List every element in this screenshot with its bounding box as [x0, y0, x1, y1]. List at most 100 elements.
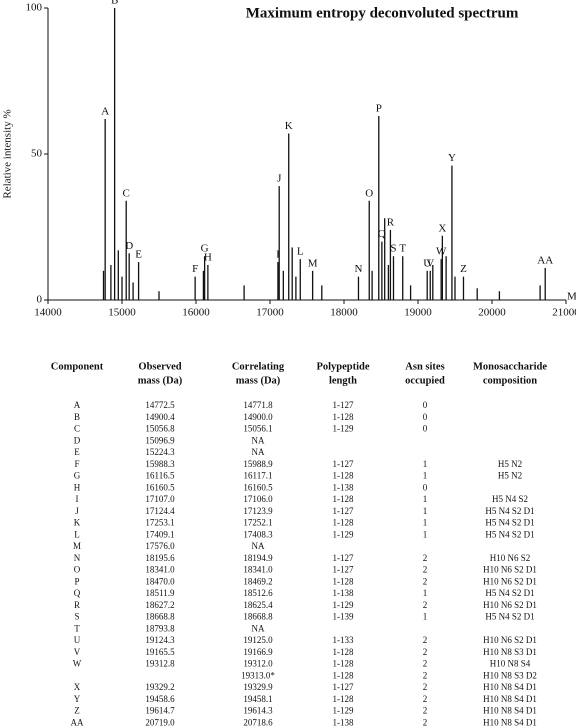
peak-label: A	[101, 105, 109, 117]
table-cell: 14900.0	[243, 412, 273, 422]
table-cell: 1-128	[333, 647, 354, 657]
peak-label: N	[354, 263, 362, 275]
table-cell: 2	[423, 694, 428, 704]
table-cell: 15096.9	[145, 435, 175, 445]
table-cell: 1-128	[333, 694, 354, 704]
peak-label: W	[436, 246, 447, 258]
table-cell: D	[74, 435, 81, 445]
table-cell: W	[73, 659, 82, 669]
table-cell: 15224.3	[145, 447, 175, 457]
table-cell: T	[74, 623, 80, 633]
table-cell: 19312.0	[243, 659, 273, 669]
column-header: Monosaccharide	[473, 361, 547, 372]
table-cell: S	[74, 612, 79, 622]
table-cell: 1	[423, 459, 428, 469]
table-cell: 1-127	[333, 506, 354, 516]
table-cell: 1	[423, 471, 428, 481]
table-cell: H10 N8 S4 D1	[483, 682, 537, 692]
peak-label: U	[423, 257, 431, 269]
table-cell: 19614.7	[145, 706, 175, 716]
table-cell: 2	[423, 553, 428, 563]
table-cell: 1-127	[333, 553, 354, 563]
x-tick-label: 15000	[108, 307, 136, 319]
table-cell: 17253.1	[145, 518, 174, 528]
column-header: Polypeptide	[316, 361, 369, 372]
table-cell: 2	[423, 565, 428, 575]
table-cell: 17252.1	[243, 518, 272, 528]
table-cell: U	[74, 635, 81, 645]
column-header: Asn sites	[405, 361, 444, 372]
table-cell: NA	[252, 435, 265, 445]
table-cell: 14771.8	[243, 400, 273, 410]
peak-label: P	[376, 103, 382, 115]
table-cell: H5 N2	[498, 471, 522, 481]
table-cell: H10 N8 S4	[490, 659, 531, 669]
table-cell: 18470.0	[145, 576, 175, 586]
table-cell: 2	[423, 659, 428, 669]
table-cell: 17106.0	[243, 494, 273, 504]
table-cell: 15056.1	[243, 424, 272, 434]
table-cell: 18512.6	[243, 588, 273, 598]
table-cell: 1-138	[333, 717, 354, 727]
x-tick-label: 16000	[182, 307, 210, 319]
table-cell: AA	[71, 717, 84, 727]
table-cell: NA	[252, 623, 265, 633]
peak-label: F	[192, 263, 198, 275]
table-cell: NA	[252, 541, 265, 551]
table-cell: V	[74, 647, 81, 657]
table-cell: 1-138	[333, 482, 354, 492]
peak-label: S	[390, 243, 396, 255]
table-cell: 16160.5	[243, 482, 273, 492]
column-header: length	[329, 375, 357, 386]
column-header: mass (Da)	[236, 375, 281, 386]
table-cell: H5 N4 S2 D1	[485, 588, 534, 598]
table-cell: 1-127	[333, 459, 354, 469]
table-cell: H5 N4 S2	[492, 494, 528, 504]
table-cell: 1-128	[333, 518, 354, 528]
table-cell: 18627.2	[145, 600, 174, 610]
peak-label: D	[125, 240, 133, 252]
table-cell: H5 N4 S2 D1	[485, 529, 534, 539]
table-cell: 1-129	[333, 424, 354, 434]
peak-label: C	[123, 187, 130, 199]
table-cell: 1	[423, 612, 428, 622]
table-cell: A	[74, 400, 81, 410]
table-cell: 1-127	[333, 565, 354, 575]
table-cell: 2	[423, 600, 428, 610]
table-cell: 19313.0*	[241, 670, 275, 680]
peak-label: B	[111, 0, 118, 7]
column-header: Correlating	[232, 361, 285, 372]
peak-label: Z	[460, 263, 467, 275]
peak-label: R	[387, 216, 395, 228]
table-cell: P	[74, 576, 79, 586]
table-cell: 19124.3	[145, 635, 175, 645]
table-cell: 18625.4	[243, 600, 273, 610]
peak-label: AA	[537, 254, 553, 266]
peak-label: H	[204, 251, 212, 263]
peak-label: V	[426, 257, 434, 269]
table-cell: H10 N8 S4 D1	[483, 694, 537, 704]
table-cell: 2	[423, 706, 428, 716]
table-cell: J	[75, 506, 79, 516]
table-cell: 20719.0	[145, 717, 175, 727]
table-cell: H10 N6 S2 D1	[483, 576, 537, 586]
table-cell: 1-128	[333, 412, 354, 422]
table-cell: 2	[423, 576, 428, 586]
table-cell: H5 N2	[498, 459, 522, 469]
table-cell: 20718.6	[243, 717, 273, 727]
table-cell: 18668.8	[145, 612, 175, 622]
table-cell: G	[74, 471, 81, 481]
table-cell: 2	[423, 717, 428, 727]
x-tick-label: 18000	[330, 307, 358, 319]
table-cell: 1-128	[333, 494, 354, 504]
table-cell: 18341.0	[243, 565, 273, 575]
x-tick-label: 21000	[552, 307, 576, 319]
column-header: composition	[483, 375, 537, 386]
table-cell: C	[74, 424, 80, 434]
table-cell: 1-129	[333, 600, 354, 610]
peak-label: L	[297, 246, 304, 258]
table-cell: 16160.5	[145, 482, 175, 492]
table-cell: 19166.9	[243, 647, 273, 657]
table-cell: 1-129	[333, 529, 354, 539]
